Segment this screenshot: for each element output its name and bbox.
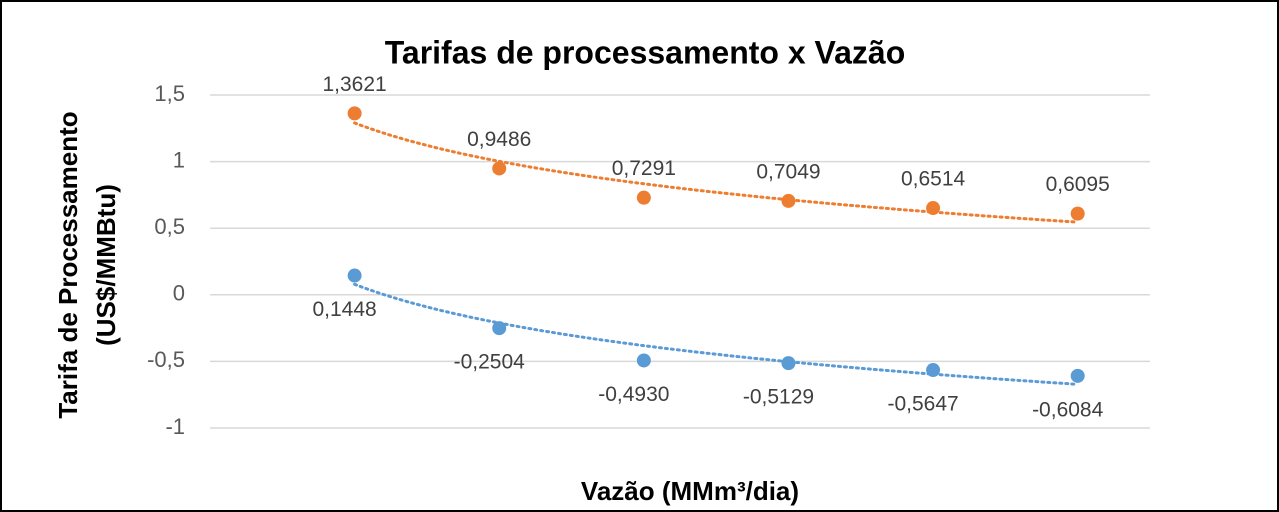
data-label: 0,7291 [612, 157, 676, 180]
chart-title: Tarifas de processamento x Vazão [385, 34, 906, 70]
y-tick-label: 0 [173, 281, 185, 306]
data-label: 1,3621 [322, 73, 386, 96]
data-point [1070, 206, 1085, 221]
data-point [1070, 368, 1085, 383]
data-point [347, 106, 362, 121]
data-label: 0,6514 [901, 168, 966, 191]
data-label: 0,7049 [756, 160, 820, 183]
y-axis-label-line: Tarifa de Processamento [53, 111, 83, 418]
data-point [926, 363, 941, 378]
data-label: 0,9486 [467, 128, 531, 151]
data-point [781, 356, 796, 371]
data-label: 0,6095 [1046, 173, 1110, 196]
data-point [492, 161, 507, 176]
data-point [636, 190, 651, 205]
data-point [926, 201, 941, 216]
x-axis-label: Vazão (MMm³/dia) [581, 476, 799, 506]
y-tick-label: 1,5 [154, 81, 185, 106]
data-label: -0,4930 [598, 383, 669, 406]
data-label: -0,5129 [743, 386, 814, 409]
data-label: -0,6084 [1032, 398, 1104, 421]
y-axis-label: Tarifa de Processamento (US$/MMBtu) [53, 111, 121, 418]
data-label: 0,1448 [312, 298, 376, 321]
data-point [347, 268, 362, 283]
y-tick-label: -1 [165, 414, 185, 439]
trendline [353, 121, 1080, 224]
y-axis-label-line: (US$/MMBtu) [91, 184, 121, 346]
y-tick-label: 1 [173, 147, 185, 172]
y-tick-label: 0,5 [154, 214, 185, 239]
data-point [636, 353, 651, 368]
data-point [781, 193, 796, 208]
y-tick-label: -0,5 [147, 347, 185, 372]
data-label: -0,2504 [454, 351, 526, 374]
data-point [492, 321, 507, 336]
data-label: -0,5647 [887, 393, 958, 416]
trendline [353, 282, 1080, 386]
